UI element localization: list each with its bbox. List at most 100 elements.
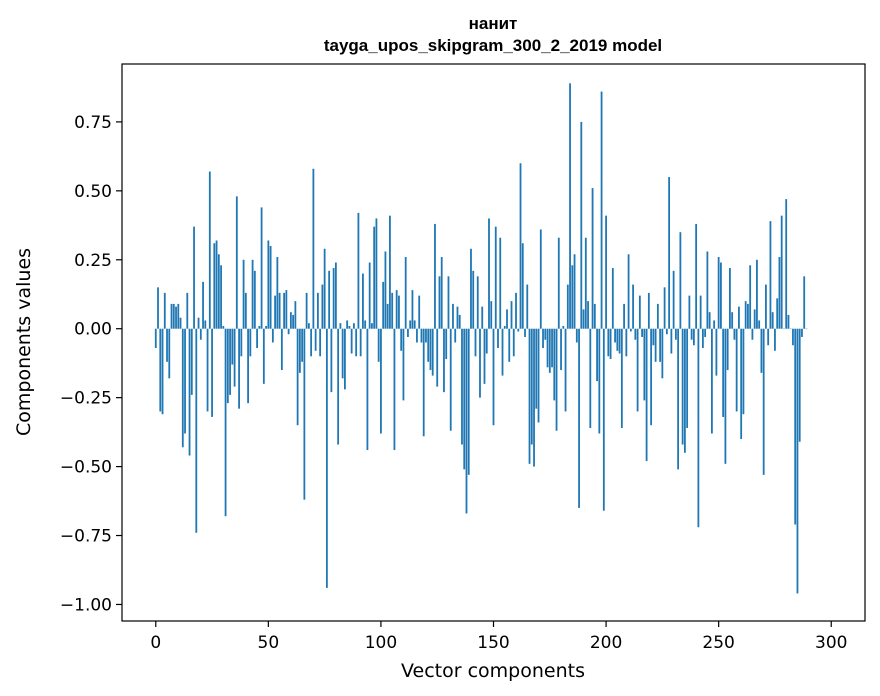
- bar-199: [602, 328, 605, 511]
- bar-118: [420, 328, 423, 343]
- bar-51: [269, 245, 272, 329]
- bar-120: [425, 328, 427, 343]
- bar-198: [600, 91, 603, 329]
- x-tick-label: 250: [702, 633, 734, 653]
- bar-36: [235, 196, 238, 329]
- bar-11: [179, 317, 182, 329]
- bar-101: [382, 281, 385, 329]
- bar-148: [488, 218, 490, 329]
- x-tick-label: 0: [150, 633, 161, 653]
- bar-7: [170, 303, 173, 329]
- bar-50: [267, 240, 270, 329]
- bar-232: [677, 328, 680, 470]
- bar-81: [337, 328, 340, 445]
- bar-203: [611, 268, 614, 329]
- bar-156: [506, 309, 508, 329]
- bar-207: [620, 328, 623, 428]
- bar-112: [407, 328, 409, 337]
- bar-191: [584, 237, 587, 329]
- bar-142: [474, 328, 477, 357]
- bar-31: [224, 328, 227, 517]
- bar-175: [548, 328, 551, 373]
- bar-45: [256, 328, 258, 349]
- bar-200: [605, 215, 607, 329]
- bar-68: [307, 323, 310, 329]
- bar-91: [359, 328, 362, 357]
- bar-32: [226, 328, 229, 404]
- bar-151: [494, 226, 497, 329]
- bar-15: [188, 328, 191, 456]
- bar-268: [758, 320, 761, 329]
- bar-248: [713, 320, 716, 329]
- bar-130: [447, 276, 450, 329]
- bar-225: [661, 328, 664, 379]
- bar-186: [573, 254, 576, 329]
- bar-66: [303, 328, 306, 500]
- bar-182: [564, 328, 567, 412]
- bar-27: [215, 240, 218, 329]
- bar-75: [323, 248, 326, 329]
- bar-89: [355, 328, 358, 357]
- bar-206: [618, 328, 621, 354]
- bar-258: [735, 328, 738, 412]
- bar-241: [697, 328, 700, 528]
- bar-170: [537, 328, 540, 423]
- bar-46: [258, 325, 261, 329]
- bar-70: [312, 168, 315, 329]
- bar-262: [744, 301, 747, 329]
- bar-17: [193, 226, 195, 329]
- bar-37: [238, 328, 240, 409]
- bar-256: [731, 312, 734, 329]
- bar-111: [404, 257, 407, 329]
- bar-44: [253, 270, 256, 329]
- bar-254: [726, 328, 729, 371]
- bar-3: [161, 328, 164, 415]
- bar-161: [517, 328, 520, 332]
- bar-192: [587, 301, 589, 329]
- bar-165: [526, 284, 529, 329]
- bar-181: [562, 325, 565, 329]
- bar-57: [283, 292, 286, 329]
- bar-270: [762, 328, 765, 475]
- bar-35: [233, 328, 236, 387]
- bar-14: [186, 292, 189, 329]
- bar-25: [211, 328, 213, 417]
- bar-187: [575, 328, 578, 343]
- bar-33: [229, 328, 231, 395]
- bar-168: [533, 328, 535, 467]
- bar-250: [717, 257, 720, 329]
- bar-152: [497, 328, 499, 349]
- bar-8: [172, 303, 175, 329]
- bar-233: [679, 232, 682, 329]
- bar-69: [310, 328, 313, 357]
- bar-109: [400, 328, 403, 351]
- bar-153: [499, 237, 502, 329]
- bar-106: [393, 328, 396, 451]
- bar-281: [787, 314, 790, 329]
- bar-179: [557, 237, 560, 329]
- bar-140: [470, 248, 472, 329]
- bar-260: [740, 328, 743, 440]
- bar-83: [341, 328, 344, 379]
- bar-110: [402, 328, 405, 401]
- bar-249: [715, 328, 718, 376]
- bar-62: [294, 301, 297, 329]
- bar-157: [508, 328, 511, 362]
- bar-167: [530, 328, 533, 445]
- bar-229: [670, 328, 673, 354]
- bar-235: [683, 328, 686, 453]
- bar-149: [490, 301, 493, 329]
- bar-219: [647, 292, 650, 329]
- bar-86: [348, 325, 351, 329]
- bar-184: [569, 83, 571, 329]
- y-tick-label: −1.00: [60, 595, 112, 615]
- bar-128: [443, 328, 445, 393]
- bar-127: [440, 257, 443, 329]
- bar-246: [708, 312, 711, 329]
- bar-197: [598, 328, 601, 434]
- x-tick-label: 100: [365, 633, 397, 653]
- bar-159: [512, 328, 515, 357]
- bar-121: [427, 328, 430, 362]
- bar-275: [774, 328, 776, 351]
- x-tick-label: 200: [590, 633, 622, 653]
